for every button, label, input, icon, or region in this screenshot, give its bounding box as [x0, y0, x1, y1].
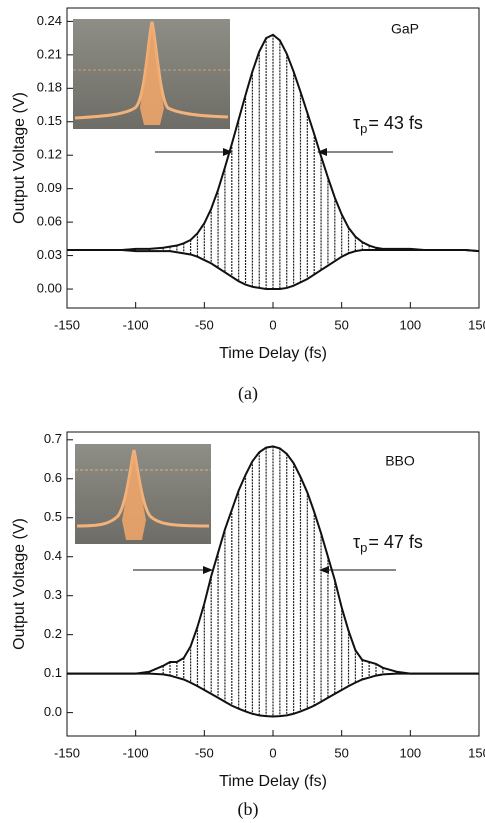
sample-label: BBO	[385, 453, 415, 469]
y-axis-title: Output Voltage (V)	[11, 518, 28, 650]
y-tick-label: 0.2	[44, 626, 62, 641]
envelope-line	[67, 672, 479, 718]
x-tick-label: -150	[54, 317, 80, 332]
y-tick-label: 0.00	[37, 280, 62, 295]
y-tick-label: 0.06	[37, 214, 62, 229]
x-tick-label: 100	[399, 317, 421, 332]
tau-value: = 47 fs	[368, 532, 423, 552]
y-tick-label: 0.4	[44, 548, 62, 563]
tau-subscript: p	[360, 121, 367, 136]
y-tick-label: 0.09	[37, 180, 62, 195]
x-tick-label: 100	[399, 745, 421, 760]
envelope-line	[67, 33, 480, 253]
y-tick-label: 0.24	[37, 13, 62, 28]
x-tick-label: -50	[195, 317, 214, 332]
x-axis-title: Time Delay (fs)	[219, 773, 327, 790]
x-tick-label: 50	[334, 317, 348, 332]
envelope-line	[67, 445, 479, 675]
envelope-line	[67, 249, 480, 291]
caption: (a)	[238, 383, 258, 404]
tau-symbol: τ	[353, 113, 360, 133]
inset-photo-a	[73, 19, 230, 129]
x-axis-title: Time Delay (fs)	[219, 345, 327, 362]
y-tick-label: 0.0	[44, 704, 62, 719]
x-tick-label: 0	[269, 745, 276, 760]
y-tick-label: 0.03	[37, 247, 62, 262]
y-tick-label: 0.1	[44, 665, 62, 680]
y-tick-label: 0.6	[44, 470, 62, 485]
x-tick-label: -150	[54, 745, 80, 760]
y-tick-label: 0.15	[37, 113, 62, 128]
y-tick-label: 0.7	[44, 431, 62, 446]
pulse-width-annotation: τp= 47 fs	[353, 532, 423, 556]
tau-symbol: τ	[353, 532, 360, 552]
x-tick-label: 50	[334, 745, 348, 760]
y-tick-label: 0.5	[44, 509, 62, 524]
x-tick-label: -100	[123, 745, 149, 760]
y-tick-label: 0.18	[37, 80, 62, 95]
sample-label: GaP	[391, 21, 419, 37]
y-axis-title: Output Voltage (V)	[11, 92, 28, 224]
y-tick-label: 0.12	[37, 147, 62, 162]
y-tick-label: 0.21	[37, 46, 62, 61]
x-tick-label: -100	[123, 317, 149, 332]
tau-subscript: p	[360, 540, 367, 555]
x-tick-label: -50	[195, 745, 214, 760]
pulse-width-annotation: τp= 43 fs	[353, 113, 423, 137]
x-tick-label: 0	[269, 317, 276, 332]
caption: (b)	[238, 799, 259, 820]
inset-photo-b	[75, 444, 211, 544]
tau-value: = 43 fs	[368, 113, 423, 133]
y-tick-label: 0.3	[44, 587, 62, 602]
x-tick-label: 150	[468, 745, 485, 760]
x-tick-label: 150	[468, 317, 485, 332]
